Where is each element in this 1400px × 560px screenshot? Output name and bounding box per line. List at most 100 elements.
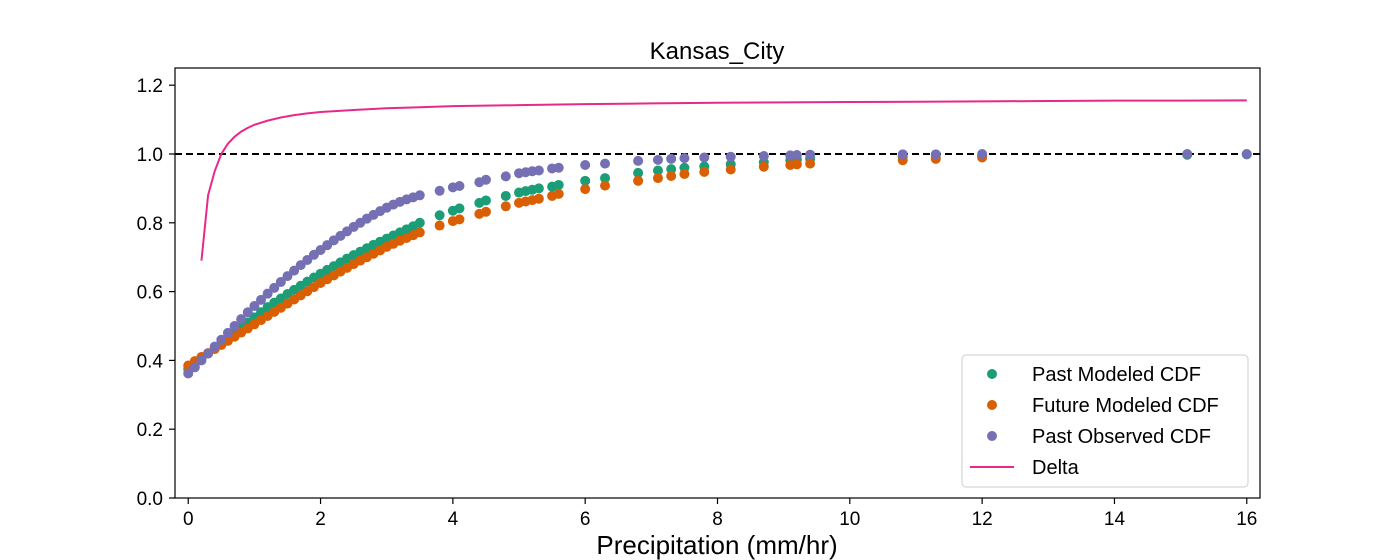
data-point: [1241, 149, 1252, 159]
data-point: [229, 321, 240, 331]
data-point: [480, 195, 491, 206]
data-point: [500, 171, 511, 182]
x-tick-label: 6: [580, 509, 591, 530]
data-point: [480, 206, 491, 217]
data-point: [699, 152, 710, 163]
data-point: [454, 180, 465, 191]
chart-title: Kansas_City: [650, 38, 785, 65]
data-point: [652, 165, 663, 176]
data-point: [666, 171, 677, 182]
data-point: [1182, 149, 1193, 159]
axes: 0 2 4 6 8 10 12 14 16 0.0 0.2 0.4 0.6 0.8 1.0 1.2: [137, 67, 1261, 530]
data-point: [533, 193, 544, 204]
data-point: [414, 227, 425, 238]
data-point: [256, 294, 267, 305]
series-past-observed-cdf: [183, 149, 1252, 379]
data-point: [553, 188, 564, 199]
data-point: [209, 341, 220, 352]
data-point: [580, 160, 591, 171]
data-point: [977, 149, 988, 159]
data-point: [805, 158, 816, 169]
data-point: [500, 201, 511, 212]
data-point: [725, 164, 736, 175]
y-tick-label: 1.0: [137, 145, 163, 166]
data-point: [553, 162, 564, 173]
data-point: [805, 149, 816, 160]
x-tick-label: 14: [1104, 509, 1126, 530]
x-tick-label: 16: [1236, 509, 1257, 530]
legend: Past Modeled CDF Future Modeled CDF Past O…: [961, 354, 1249, 488]
data-point: [454, 203, 465, 214]
y-tick-label: 0.2: [137, 420, 163, 441]
data-point: [282, 271, 293, 282]
data-point: [189, 362, 200, 373]
legend-label: Future Modeled CDF: [1032, 395, 1219, 417]
data-point: [262, 288, 273, 299]
data-point: [434, 210, 445, 221]
legend-swatch-marker: [987, 431, 997, 441]
x-tick-label: 8: [712, 509, 723, 530]
data-point: [269, 282, 280, 293]
data-point: [791, 150, 802, 161]
series-past-modeled-cdf: [183, 149, 1252, 374]
x-tick-label: 10: [839, 509, 860, 530]
y-tick-label: 0.8: [137, 214, 163, 235]
data-point: [600, 158, 611, 169]
data-point: [600, 180, 611, 191]
x-tick-label: 4: [448, 509, 459, 530]
y-tick-label: 1.2: [137, 76, 163, 97]
data-point: [183, 368, 194, 379]
data-point: [434, 220, 445, 231]
data-point: [454, 214, 465, 225]
data-point: [897, 149, 908, 160]
data-point: [600, 173, 611, 184]
data-point: [553, 179, 564, 190]
data-point: [533, 183, 544, 194]
series-delta: [200, 99, 1247, 261]
data-point: [791, 159, 802, 170]
data-point: [216, 334, 227, 345]
legend-box: [961, 354, 1249, 488]
delta-line: [200, 99, 1247, 261]
legend-label: Past Modeled CDF: [1032, 364, 1201, 386]
data-point: [666, 164, 677, 175]
data-point: [414, 190, 425, 201]
y-tick-label: 0.0: [137, 489, 163, 510]
x-tick-label: 12: [972, 509, 993, 530]
data-point: [414, 217, 425, 228]
data-point: [679, 153, 690, 164]
data-point: [666, 153, 677, 164]
data-point: [580, 184, 591, 195]
data-point: [500, 190, 511, 201]
data-point: [633, 167, 644, 178]
data-point: [222, 327, 233, 338]
legend-label: Past Observed CDF: [1032, 426, 1211, 448]
data-point: [758, 161, 769, 172]
data-point: [289, 265, 300, 276]
data-point: [480, 174, 491, 185]
data-point: [633, 155, 644, 166]
y-tick-label: 0.6: [137, 283, 163, 304]
y-tick-label: 0.4: [137, 351, 164, 372]
data-point: [699, 166, 710, 177]
data-point: [242, 307, 253, 318]
data-point: [633, 175, 644, 186]
data-point: [236, 314, 247, 325]
data-point: [580, 175, 591, 186]
plot-area: [175, 99, 1260, 379]
data-point: [725, 151, 736, 162]
data-point: [652, 173, 663, 184]
legend-swatch-marker: [987, 369, 997, 379]
data-point: [249, 301, 260, 312]
legend-swatch-marker: [987, 400, 997, 410]
data-point: [275, 276, 286, 287]
data-point: [652, 154, 663, 165]
data-point: [679, 168, 690, 179]
legend-label: Delta: [1032, 457, 1080, 479]
data-point: [434, 185, 445, 196]
x-tick-label: 0: [183, 509, 194, 530]
data-point: [203, 348, 214, 359]
series-future-modeled-cdf: [183, 152, 988, 371]
